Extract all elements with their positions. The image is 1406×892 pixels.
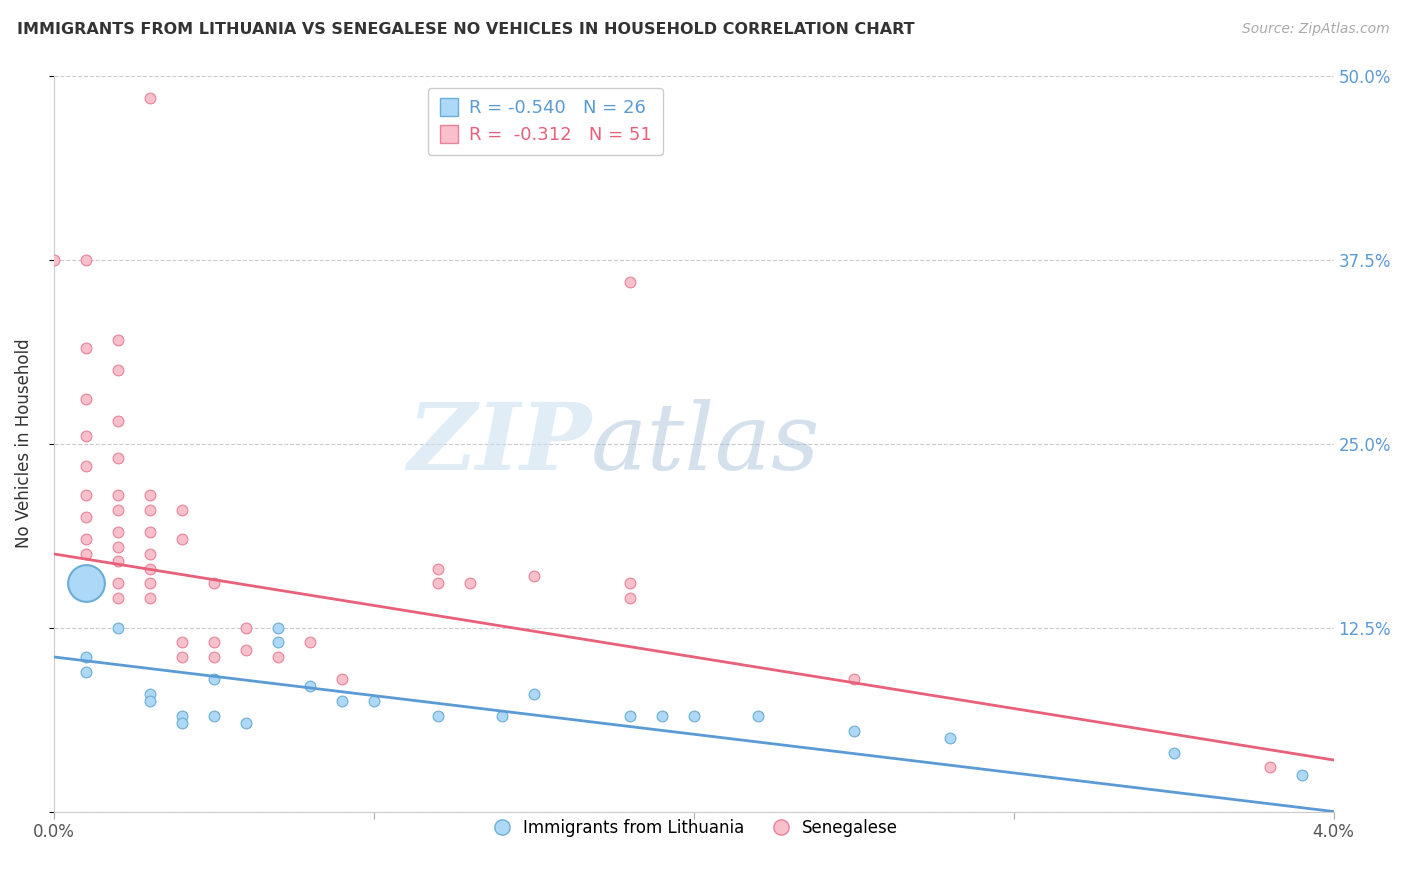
Point [170, 709, 193, 723]
Point [75, 576, 97, 591]
Point [1258, 760, 1281, 774]
Point [107, 363, 129, 377]
Point [202, 649, 225, 664]
Point [523, 687, 546, 701]
Point [139, 90, 162, 104]
Point [747, 709, 769, 723]
Point [170, 502, 193, 516]
Point [75, 488, 97, 502]
Point [75, 547, 97, 561]
Point [842, 672, 865, 686]
Point [107, 554, 129, 568]
Point [75, 665, 97, 679]
Point [298, 635, 321, 649]
Point [651, 709, 673, 723]
Point [619, 591, 641, 605]
Point [75, 252, 97, 267]
Y-axis label: No Vehicles in Household: No Vehicles in Household [15, 339, 32, 549]
Point [267, 635, 290, 649]
Point [170, 649, 193, 664]
Point [235, 716, 257, 731]
Point [139, 694, 162, 708]
Point [75, 532, 97, 546]
Point [330, 672, 353, 686]
Point [107, 576, 129, 591]
Point [75, 458, 97, 473]
Point [619, 709, 641, 723]
Point [75, 649, 97, 664]
Point [75, 569, 97, 583]
Point [107, 502, 129, 516]
Point [42, 252, 65, 267]
Point [75, 392, 97, 407]
Point [330, 694, 353, 708]
Point [298, 680, 321, 694]
Point [139, 502, 162, 516]
Point [426, 561, 449, 575]
Text: ZIP: ZIP [408, 399, 592, 489]
Point [139, 547, 162, 561]
Point [426, 576, 449, 591]
Point [75, 429, 97, 443]
Point [363, 694, 385, 708]
Point [170, 532, 193, 546]
Point [139, 576, 162, 591]
Point [523, 569, 546, 583]
Point [170, 635, 193, 649]
Point [139, 591, 162, 605]
Point [139, 524, 162, 539]
Point [75, 341, 97, 355]
Point [107, 524, 129, 539]
Point [619, 576, 641, 591]
Point [235, 642, 257, 657]
Point [139, 488, 162, 502]
Point [107, 488, 129, 502]
Point [235, 620, 257, 634]
Point [202, 709, 225, 723]
Point [202, 635, 225, 649]
Point [938, 731, 960, 745]
Point [1291, 768, 1313, 782]
Point [75, 510, 97, 524]
Point [202, 576, 225, 591]
Point [842, 723, 865, 738]
Point [1163, 746, 1185, 760]
Point [139, 687, 162, 701]
Legend: Immigrants from Lithuania, Senegalese: Immigrants from Lithuania, Senegalese [482, 813, 905, 844]
Point [107, 414, 129, 428]
Text: Source: ZipAtlas.com: Source: ZipAtlas.com [1241, 22, 1389, 37]
Point [682, 709, 704, 723]
Point [267, 620, 290, 634]
Point [458, 576, 481, 591]
Point [267, 649, 290, 664]
Point [202, 672, 225, 686]
Point [619, 275, 641, 289]
Point [426, 709, 449, 723]
Point [107, 451, 129, 466]
Point [107, 334, 129, 348]
Point [491, 709, 513, 723]
Point [107, 540, 129, 554]
Text: atlas: atlas [592, 399, 821, 489]
Point [75, 576, 97, 591]
Point [139, 561, 162, 575]
Point [170, 716, 193, 731]
Point [107, 620, 129, 634]
Point [107, 591, 129, 605]
Text: IMMIGRANTS FROM LITHUANIA VS SENEGALESE NO VEHICLES IN HOUSEHOLD CORRELATION CHA: IMMIGRANTS FROM LITHUANIA VS SENEGALESE … [17, 22, 914, 37]
